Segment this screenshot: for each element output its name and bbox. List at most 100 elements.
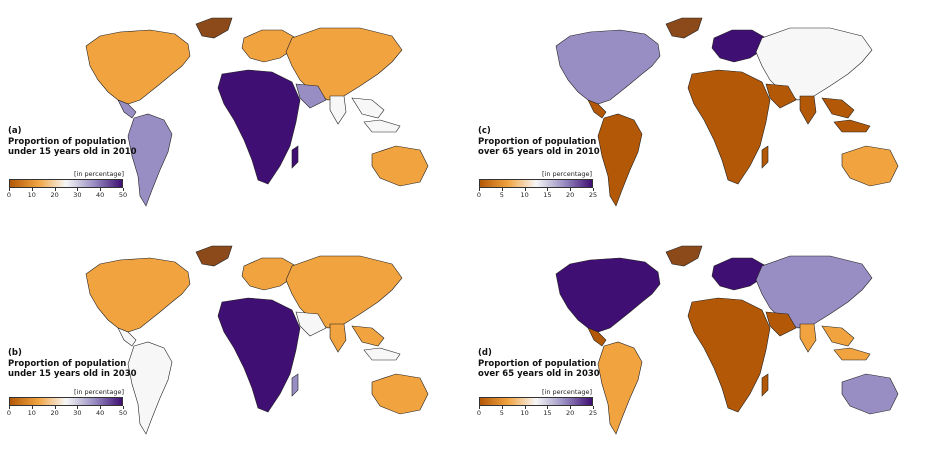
panel-b-colorbar <box>9 397 123 406</box>
colorbar-tickmark <box>54 406 56 409</box>
region-asia <box>285 255 403 329</box>
region-arabia <box>765 311 797 337</box>
region-northAmerica <box>85 29 191 105</box>
region-seAsia <box>821 325 855 347</box>
colorbar-tickmark <box>77 188 78 191</box>
colorbar-tick-label: 20 <box>566 191 575 199</box>
region-europe <box>241 257 297 291</box>
panel-b-title-line1: Proportion of population <box>8 358 127 369</box>
colorbar-tickmark <box>547 188 548 191</box>
region-arabia <box>295 83 327 109</box>
region-europe <box>711 257 767 291</box>
region-centralAmerica <box>117 99 137 119</box>
region-northAmerica <box>85 257 191 333</box>
region-greenland <box>195 17 233 39</box>
panel-b-unit: [in percentage] <box>74 388 125 396</box>
colorbar-tick-label: 20 <box>566 409 575 417</box>
region-seAsia <box>821 97 855 119</box>
colorbar-tickmark <box>123 188 124 191</box>
colorbar-tick-label: 5 <box>499 191 504 199</box>
panel-b-caption: (b) Proportion of population under 15 ye… <box>8 348 137 380</box>
region-centralAmerica <box>117 327 137 347</box>
region-northAmerica <box>555 29 661 105</box>
colorbar-tickmark <box>524 406 526 409</box>
panel-c: (c) Proportion of population over 65 yea… <box>470 0 940 228</box>
region-australia <box>371 373 429 415</box>
region-australia <box>371 145 429 187</box>
panel-d-letter: (d) <box>478 348 492 358</box>
region-greenland <box>665 17 703 39</box>
colorbar-tick-label: 15 <box>543 191 552 199</box>
colorbar-tick-label: 10 <box>27 409 36 417</box>
region-asia <box>285 27 403 101</box>
colorbar-tickmark <box>501 188 503 191</box>
colorbar-tick-label: 5 <box>499 409 504 417</box>
colorbar-tickmark <box>501 406 503 409</box>
colorbar-tickmark <box>123 406 124 409</box>
panel-a-colorbar <box>9 179 123 188</box>
colorbar-tickmark <box>31 188 33 191</box>
region-southAmerica <box>127 341 173 435</box>
colorbar-tickmark <box>570 406 571 409</box>
panel-a-unit: [in percentage] <box>74 170 125 178</box>
region-seAsia <box>351 325 385 347</box>
region-southAmerica <box>597 113 643 207</box>
panel-b-letter: (b) <box>8 348 22 358</box>
colorbar-tickmark <box>547 406 548 409</box>
colorbar-tick-label: 25 <box>588 191 598 199</box>
region-centralAmerica <box>587 99 607 119</box>
region-madagascar <box>291 145 299 169</box>
region-greenland <box>195 245 233 267</box>
colorbar-tick-label: 30 <box>73 409 82 417</box>
region-india <box>799 323 817 353</box>
panel-c-unit: [in percentage] <box>542 170 593 178</box>
panel-a: (a) Proportion of population under 15 ye… <box>0 0 470 228</box>
region-northAmerica <box>555 257 661 333</box>
colorbar-tick-label: 0 <box>476 409 482 417</box>
panel-c-caption: (c) Proportion of population over 65 yea… <box>478 126 600 158</box>
region-india <box>329 95 347 125</box>
panel-c-title-line1: Proportion of population <box>478 136 597 147</box>
region-centralAmerica <box>587 327 607 347</box>
colorbar-tickmark <box>479 406 480 409</box>
region-indonesia <box>833 119 871 133</box>
region-africa <box>217 69 301 185</box>
region-indonesia <box>363 347 401 361</box>
colorbar-tickmark <box>593 188 594 191</box>
region-africa <box>217 297 301 413</box>
world-map-c <box>555 17 899 207</box>
panel-c-letter: (c) <box>478 126 491 136</box>
panel-d-colorbar <box>479 397 593 406</box>
panel-a-title-line1: Proportion of population <box>8 136 127 147</box>
colorbar-tick-label: 40 <box>96 409 105 417</box>
region-asia <box>755 27 873 101</box>
colorbar-tick-label: 10 <box>27 191 36 199</box>
colorbar-tick-label: 20 <box>50 191 59 199</box>
region-madagascar <box>761 145 769 169</box>
colorbar-tick-label: 30 <box>73 191 82 199</box>
region-southAmerica <box>597 341 643 435</box>
region-europe <box>711 29 767 63</box>
colorbar-tick-label: 40 <box>96 191 105 199</box>
colorbar-tickmark <box>570 188 571 191</box>
panel-a-caption: (a) Proportion of population under 15 ye… <box>8 126 137 158</box>
panel-d-unit: [in percentage] <box>542 388 593 396</box>
world-map-b <box>85 245 429 435</box>
colorbar-tickmark <box>9 188 10 191</box>
colorbar-tick-label: 50 <box>118 191 128 199</box>
region-india <box>329 323 347 353</box>
colorbar-tick-label: 0 <box>6 191 12 199</box>
region-madagascar <box>761 373 769 397</box>
region-arabia <box>765 83 797 109</box>
colorbar-tick-label: 50 <box>118 409 128 417</box>
region-africa <box>687 297 771 413</box>
colorbar-tick-label: 15 <box>543 409 552 417</box>
panel-c-title-line2: over 65 years old in 2010 <box>478 147 600 157</box>
world-map-a <box>85 17 429 207</box>
colorbar-tick-label: 20 <box>50 409 59 417</box>
region-australia <box>841 145 899 187</box>
region-southAmerica <box>127 113 173 207</box>
region-seAsia <box>351 97 385 119</box>
panel-c-colorbar <box>479 179 593 188</box>
region-india <box>799 95 817 125</box>
